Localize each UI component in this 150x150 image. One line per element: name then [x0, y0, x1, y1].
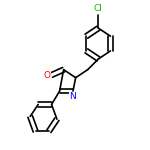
Text: Cl: Cl: [94, 4, 103, 14]
Text: N: N: [70, 92, 76, 101]
Text: O: O: [43, 70, 50, 80]
